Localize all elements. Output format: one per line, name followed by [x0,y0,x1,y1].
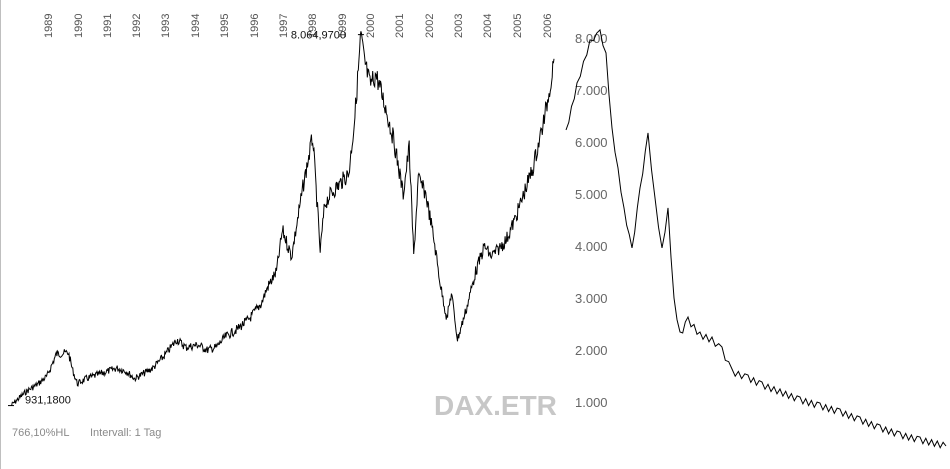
x-tick-label: 2000 [365,14,377,38]
footer-hl: 766,10%HL [12,427,70,439]
y-tick-label: 5.000 [575,187,608,202]
annotation-label: 931,1800 [25,395,71,407]
price-series [10,28,947,449]
echo-line [565,28,947,449]
footer-interval: Intervall: 1 Tag [90,427,161,439]
x-tick-label: 1998 [307,14,319,38]
x-tick-label: 2004 [482,14,494,38]
series-line [10,31,555,406]
y-tick-labels: 1.000 2.000 3.000 4.000 5.000 6.000 7.000 8.000 [575,31,608,410]
annotation-label: 8.064,9700 [291,30,346,42]
x-tick-label: 1996 [249,14,261,38]
watermark: DAX.ETR [434,390,557,421]
x-tick-label: 1991 [102,14,114,38]
y-tick-label: 1.000 [575,395,608,410]
y-tick-label: 8.000 [575,31,608,46]
y-tick-label: 7.000 [575,83,608,98]
x-tick-label: 2005 [512,14,524,38]
y-tick-label: 6.000 [575,135,608,150]
x-tick-label: 1997 [278,14,290,38]
x-tick-label: 1990 [73,14,85,38]
y-tick-label: 2.000 [575,343,608,358]
x-tick-label: 2006 [542,14,554,38]
x-tick-labels: 1989 1990 1991 1992 1993 1994 1995 1996 1997 1998… [43,14,554,38]
annotations: 8.064,9700 931,1800 [8,30,364,407]
y-tick-label: 4.000 [575,239,608,254]
x-tick-label: 1989 [43,14,55,38]
x-tick-label: 1992 [131,14,143,38]
x-tick-label: 1999 [337,14,349,38]
x-tick-label: 1995 [219,14,231,38]
x-tick-label: 2002 [424,14,436,38]
y-tick-label: 3.000 [575,291,608,306]
x-tick-label: 2001 [394,14,406,38]
x-tick-label: 2003 [453,14,465,38]
x-tick-label: 1993 [160,14,172,38]
x-tick-label: 1994 [190,14,202,38]
